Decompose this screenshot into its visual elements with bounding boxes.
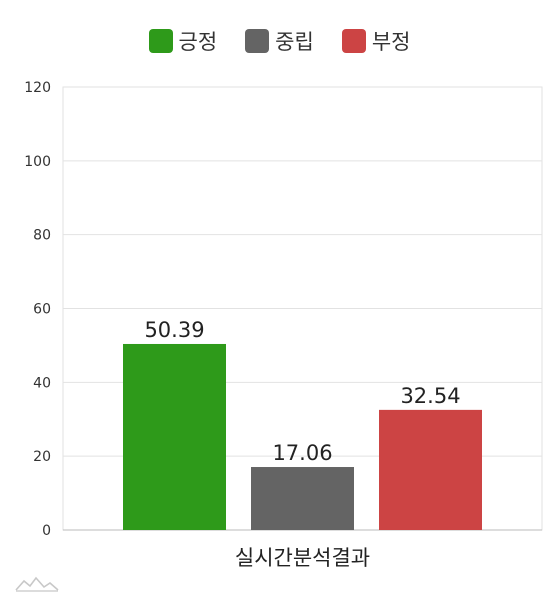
y-tick-label: 20 bbox=[33, 449, 51, 465]
legend-item-negative[interactable]: 부정 bbox=[341, 26, 411, 56]
y-tick-label: 40 bbox=[33, 375, 51, 391]
legend-swatch-neutral bbox=[245, 29, 270, 53]
data-label-3: 32.54 bbox=[400, 384, 460, 408]
y-tick-label: 0 bbox=[42, 523, 51, 539]
legend-swatch-negative bbox=[341, 29, 366, 53]
data-label-1: 50.39 bbox=[144, 318, 204, 342]
watermark-logo-icon bbox=[15, 576, 59, 592]
bar-1 bbox=[123, 343, 226, 530]
bar-3 bbox=[379, 409, 482, 530]
data-label-2: 17.06 bbox=[272, 441, 332, 465]
y-tick-label: 80 bbox=[33, 228, 51, 244]
legend-item-neutral[interactable]: 중립 bbox=[245, 26, 314, 56]
legend-label-neutral: 중립 bbox=[275, 30, 314, 54]
legend-label-positive: 긍정 bbox=[178, 30, 218, 54]
legend-swatch-positive bbox=[148, 29, 173, 53]
y-tick-label: 120 bbox=[24, 80, 51, 96]
y-tick-label: 60 bbox=[33, 302, 51, 318]
legend-item-positive[interactable]: 긍정 bbox=[148, 26, 218, 56]
chart-legend: 긍정 중립 부정 bbox=[0, 26, 559, 56]
legend-label-negative: 부정 bbox=[371, 30, 411, 54]
y-tick-label: 100 bbox=[24, 154, 51, 170]
x-category-label: 실시간분석결과 bbox=[235, 546, 370, 570]
bar-2 bbox=[251, 467, 354, 530]
